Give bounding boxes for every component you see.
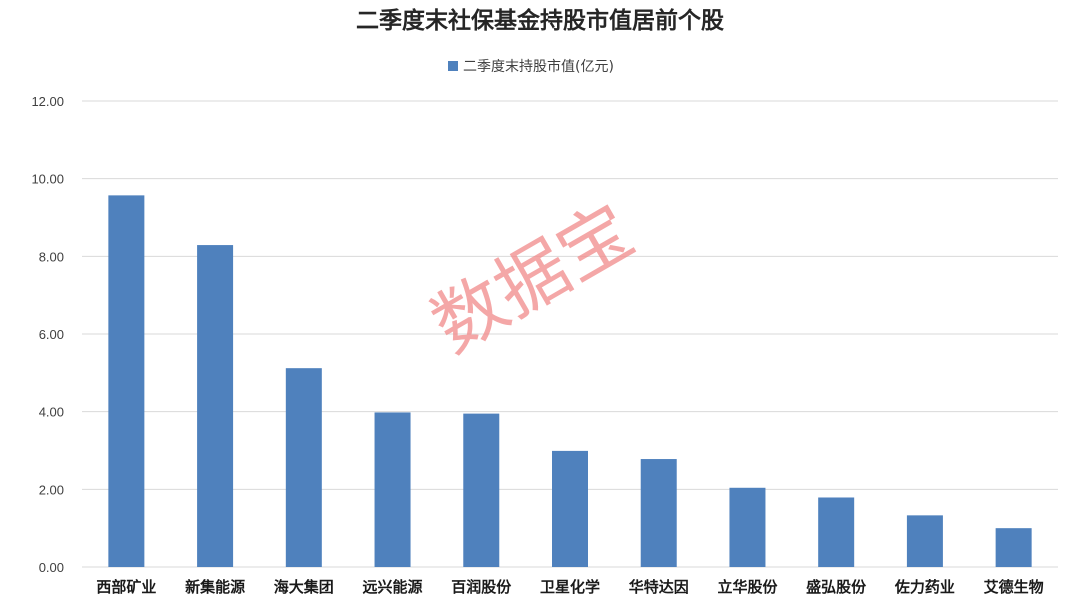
x-tick-label: 盛弘股份	[806, 578, 867, 596]
bar	[374, 412, 411, 567]
x-tick-label: 海大集团	[274, 578, 334, 596]
x-tick-label: 佐力药业	[894, 578, 955, 596]
y-tick-label: 6.00	[39, 327, 64, 342]
y-axis-tick-labels: 0.00 2.00 4.00 6.00 8.00 10.00 12.00	[31, 94, 64, 575]
bar	[640, 459, 677, 567]
y-tick-label: 0.00	[39, 560, 64, 575]
bar	[108, 195, 145, 568]
y-tick-label: 8.00	[39, 249, 64, 264]
x-tick-label: 卫星化学	[540, 578, 600, 596]
x-tick-label: 西部矿业	[96, 578, 156, 596]
x-tick-label: 华特达因	[629, 578, 689, 596]
x-axis-tick-labels: 西部矿业 新集能源 海大集团 远兴能源 百润股份 卫星化学 华特达因 立华股份 盛弘股份 佐力药业…	[96, 578, 1043, 596]
legend: 二季度末持股市值(亿元)	[448, 58, 614, 75]
x-tick-label: 百润股份	[451, 578, 512, 596]
bar	[729, 487, 766, 567]
y-tick-label: 4.00	[39, 405, 64, 420]
bars	[108, 195, 1032, 568]
bar	[285, 368, 322, 567]
x-tick-label: 立华股份	[717, 578, 778, 596]
legend-swatch	[448, 61, 458, 71]
chart-title: 二季度末社保基金持股市值居前个股	[356, 7, 724, 34]
legend-label: 二季度末持股市值(亿元)	[463, 58, 614, 75]
y-tick-label: 10.00	[31, 172, 64, 187]
bar	[463, 413, 500, 567]
gridlines	[82, 100, 1058, 568]
bar	[552, 450, 588, 567]
watermark-text: 数据宝	[418, 188, 647, 369]
x-tick-label: 新集能源	[185, 578, 245, 596]
bar	[906, 515, 943, 567]
x-tick-label: 远兴能源	[363, 578, 423, 596]
bar	[818, 497, 855, 567]
x-tick-label: 艾德生物	[984, 578, 1044, 596]
bar	[995, 528, 1032, 567]
y-tick-label: 12.00	[31, 94, 64, 109]
bar	[197, 245, 234, 568]
y-tick-label: 2.00	[39, 482, 64, 497]
